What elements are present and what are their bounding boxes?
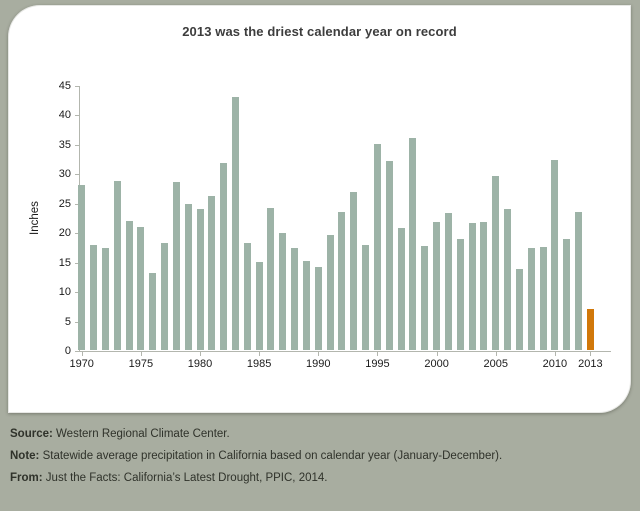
x-tick-1985: [259, 352, 261, 356]
x-tick-1975: [140, 352, 142, 356]
y-tick-30: [75, 174, 79, 176]
footer-source-label: Source:: [10, 428, 53, 440]
x-tick-label-2010: 2010: [542, 358, 568, 370]
y-tick-label-15: 15: [58, 256, 71, 269]
y-tick-label-20: 20: [58, 227, 71, 240]
x-tick-2000: [436, 352, 438, 356]
bar-1991: [326, 234, 334, 350]
bar-2013: [586, 308, 594, 350]
bar-1984: [243, 242, 251, 350]
bar-1986: [267, 207, 275, 350]
y-tick-label-10: 10: [58, 286, 71, 299]
x-tick-label-1980: 1980: [187, 358, 213, 370]
bar-1994: [362, 245, 370, 350]
x-axis-line: [79, 351, 611, 352]
y-tick-5: [75, 321, 79, 323]
y-tick-label-40: 40: [58, 109, 71, 122]
bar-1993: [350, 191, 358, 350]
x-tick-label-1985: 1985: [246, 358, 272, 370]
bar-2001: [444, 212, 452, 350]
y-tick-label-45: 45: [58, 80, 71, 92]
bar-2009: [539, 246, 547, 350]
bar-1979: [184, 203, 192, 350]
y-tick-label-30: 30: [58, 168, 71, 181]
bar-2002: [456, 238, 464, 350]
bar-2000: [433, 222, 441, 350]
footer-note-text: Statewide average precipitation in Calif…: [42, 450, 503, 462]
bar-1976: [149, 273, 157, 350]
x-tick-label-2000: 2000: [424, 358, 449, 370]
bar-2003: [468, 222, 476, 350]
x-tick-label-2013: 2013: [578, 358, 603, 370]
y-tick-label-35: 35: [58, 138, 71, 151]
bar-1997: [397, 227, 405, 350]
x-tick-2013: [590, 352, 592, 356]
y-tick-40: [75, 115, 79, 117]
x-tick-label-1970: 1970: [69, 358, 94, 370]
footer-from-label: From:: [10, 472, 43, 484]
bar-1998: [409, 138, 417, 350]
bar-1977: [161, 243, 168, 350]
chart-footer: Source: Western Regional Climate Center.…: [10, 428, 630, 494]
x-tick-1995: [377, 352, 379, 356]
y-tick-10: [75, 292, 79, 294]
footer-from-text: Just the Facts: California’s Latest Drou…: [45, 472, 328, 484]
bar-1999: [421, 245, 429, 350]
bar-1973: [113, 181, 121, 350]
y-tick-45: [75, 86, 79, 87]
bar-1983: [231, 96, 239, 350]
bar-1989: [302, 260, 310, 350]
bar-1988: [291, 248, 299, 350]
y-tick-label-25: 25: [58, 197, 71, 210]
bar-2008: [527, 248, 535, 350]
bar-1971: [90, 244, 98, 350]
y-tick-20: [75, 233, 79, 235]
y-tick-label-5: 5: [64, 315, 71, 328]
footer-note-label: Note:: [10, 450, 40, 462]
bar-1990: [314, 266, 322, 350]
x-tick-2005: [495, 352, 497, 356]
x-tick-label-1995: 1995: [365, 358, 390, 370]
bar-1985: [255, 261, 263, 350]
bar-2011: [563, 239, 571, 350]
footer-from-line: From: Just the Facts: California’s Lates…: [10, 472, 630, 485]
bar-2012: [575, 211, 583, 350]
bar-1980: [196, 208, 204, 350]
bar-1972: [101, 247, 109, 350]
bar-1975: [137, 226, 145, 350]
x-tick-label-1975: 1975: [128, 358, 154, 370]
x-tick-1970: [81, 352, 83, 356]
bar-1978: [172, 182, 180, 350]
bar-2005: [492, 176, 500, 350]
bar-1970: [78, 185, 86, 350]
y-tick-label-0: 0: [64, 345, 71, 357]
bar-1992: [338, 211, 346, 350]
bar-1974: [125, 221, 133, 350]
y-tick-15: [75, 262, 79, 264]
bar-1995: [373, 143, 381, 350]
y-tick-0: [75, 351, 79, 352]
x-tick-label-2005: 2005: [483, 358, 508, 370]
chart-card: 2013 was the driest calendar year on rec…: [8, 5, 631, 413]
bar-2004: [480, 221, 488, 350]
footer-note-line: Note: Statewide average precipitation in…: [10, 450, 630, 463]
bar-1981: [208, 195, 216, 350]
x-tick-label-1990: 1990: [306, 358, 331, 370]
bar-2007: [515, 268, 523, 350]
bar-2010: [551, 160, 559, 350]
plot-area: Inches 0 5 10 15 20 25 30 35 40 45 1970 1975 1980 198…: [29, 80, 611, 370]
bar-2006: [504, 208, 512, 350]
y-tick-25: [75, 203, 79, 205]
bar-1982: [220, 163, 228, 350]
footer-source-line: Source: Western Regional Climate Center.: [10, 428, 630, 441]
bar-1996: [385, 160, 393, 350]
bar-1987: [279, 233, 287, 350]
x-tick-2010: [554, 352, 556, 356]
x-tick-1990: [318, 352, 320, 356]
chart-title: 2013 was the driest calendar year on rec…: [182, 24, 457, 39]
y-tick-35: [75, 144, 79, 146]
x-tick-1980: [200, 352, 201, 356]
footer-source-text: Western Regional Climate Center.: [56, 428, 230, 440]
